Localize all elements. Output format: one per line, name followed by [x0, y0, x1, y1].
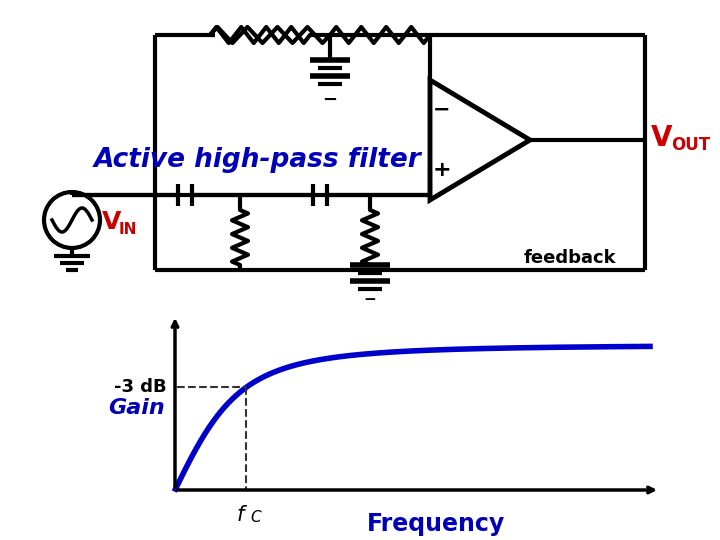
Text: feedback: feedback [523, 249, 616, 267]
Text: V: V [651, 124, 672, 152]
Text: Gain: Gain [108, 397, 165, 417]
Text: −: − [323, 91, 338, 109]
Text: OUT: OUT [671, 136, 710, 154]
Text: IN: IN [119, 221, 138, 237]
Text: V: V [102, 210, 122, 234]
Text: −: − [364, 293, 377, 307]
Text: −: − [433, 100, 451, 120]
Text: f: f [237, 505, 244, 525]
Text: Frequency: Frequency [367, 512, 505, 536]
Text: C: C [251, 510, 261, 525]
Text: Active high-pass filter: Active high-pass filter [94, 147, 422, 173]
Text: +: + [433, 160, 451, 180]
Text: -3 dB: -3 dB [114, 379, 167, 396]
